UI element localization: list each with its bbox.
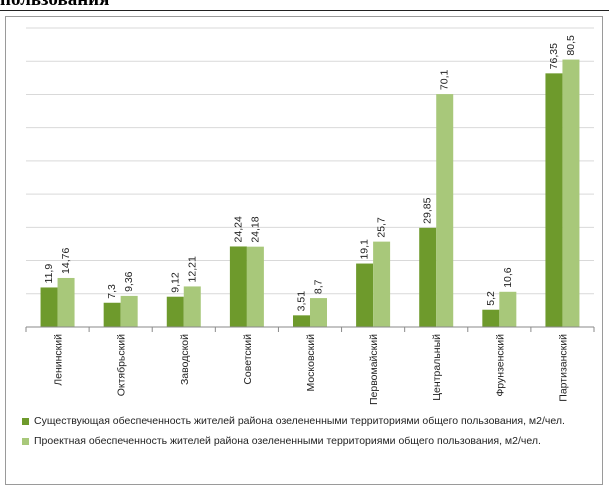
bar-projected bbox=[310, 298, 327, 327]
category-label: Центральный bbox=[431, 334, 443, 401]
data-label: 3,51 bbox=[296, 291, 308, 312]
category-label: Партизанский bbox=[557, 334, 569, 402]
data-label: 29,85 bbox=[422, 197, 434, 223]
bar-existing bbox=[356, 263, 374, 327]
bar-projected bbox=[373, 241, 391, 327]
data-label: 5,2 bbox=[485, 291, 497, 306]
bar-existing bbox=[229, 246, 247, 327]
data-label: 8,7 bbox=[313, 279, 325, 294]
bar-existing bbox=[293, 315, 310, 327]
legend-label-existing: Существующая обеспеченность жителей райо… bbox=[34, 415, 565, 427]
bar-projected bbox=[499, 291, 517, 327]
data-label: 24,18 bbox=[249, 216, 261, 242]
bar-existing bbox=[103, 302, 121, 327]
page-heading: пользования bbox=[0, 0, 109, 8]
legend-item-existing: Существующая обеспеченность жителей райо… bbox=[22, 414, 597, 429]
data-label: 24,24 bbox=[232, 216, 244, 242]
data-label: 10,6 bbox=[502, 267, 514, 288]
category-label: Фрунзенский bbox=[494, 334, 506, 397]
data-label: 11,9 bbox=[43, 264, 55, 284]
data-label: 9,36 bbox=[123, 271, 135, 292]
data-label: 7,3 bbox=[106, 284, 118, 299]
data-label: 76,35 bbox=[548, 43, 560, 69]
bar-existing bbox=[419, 227, 437, 327]
bar-projected bbox=[120, 295, 138, 327]
bar-existing bbox=[545, 73, 563, 328]
data-label: 14,76 bbox=[60, 248, 72, 274]
legend-label-projected: Проектная обеспеченность жителей района … bbox=[34, 435, 541, 447]
chart-legend: Существующая обеспеченность жителей райо… bbox=[22, 414, 597, 454]
data-label: 80,5 bbox=[565, 35, 577, 56]
legend-swatch-existing bbox=[22, 418, 29, 425]
heading-rule bbox=[0, 10, 609, 11]
data-label: 19,1 bbox=[359, 239, 371, 260]
category-label: Московский bbox=[305, 334, 317, 392]
data-label: 25,7 bbox=[376, 217, 388, 238]
bar-existing bbox=[482, 309, 500, 327]
bar-projected bbox=[183, 286, 201, 327]
category-label: Октябрьский bbox=[116, 334, 128, 396]
data-label: 9,12 bbox=[169, 272, 181, 293]
bar-projected bbox=[436, 94, 454, 328]
category-label: Ленинский bbox=[53, 334, 65, 386]
category-label: Первомайский bbox=[368, 334, 380, 405]
data-label: 12,21 bbox=[186, 256, 198, 282]
legend-swatch-projected bbox=[22, 438, 29, 445]
bar-projected bbox=[57, 277, 75, 327]
category-label: Заводской bbox=[179, 334, 191, 385]
data-label: 70,1 bbox=[439, 70, 451, 91]
bar-existing bbox=[166, 296, 184, 327]
bar-projected bbox=[562, 59, 580, 328]
legend-item-projected: Проектная обеспеченность жителей района … bbox=[22, 434, 597, 449]
bar-existing bbox=[40, 287, 58, 327]
category-label: Советский bbox=[242, 334, 254, 385]
bar-projected bbox=[246, 246, 264, 327]
